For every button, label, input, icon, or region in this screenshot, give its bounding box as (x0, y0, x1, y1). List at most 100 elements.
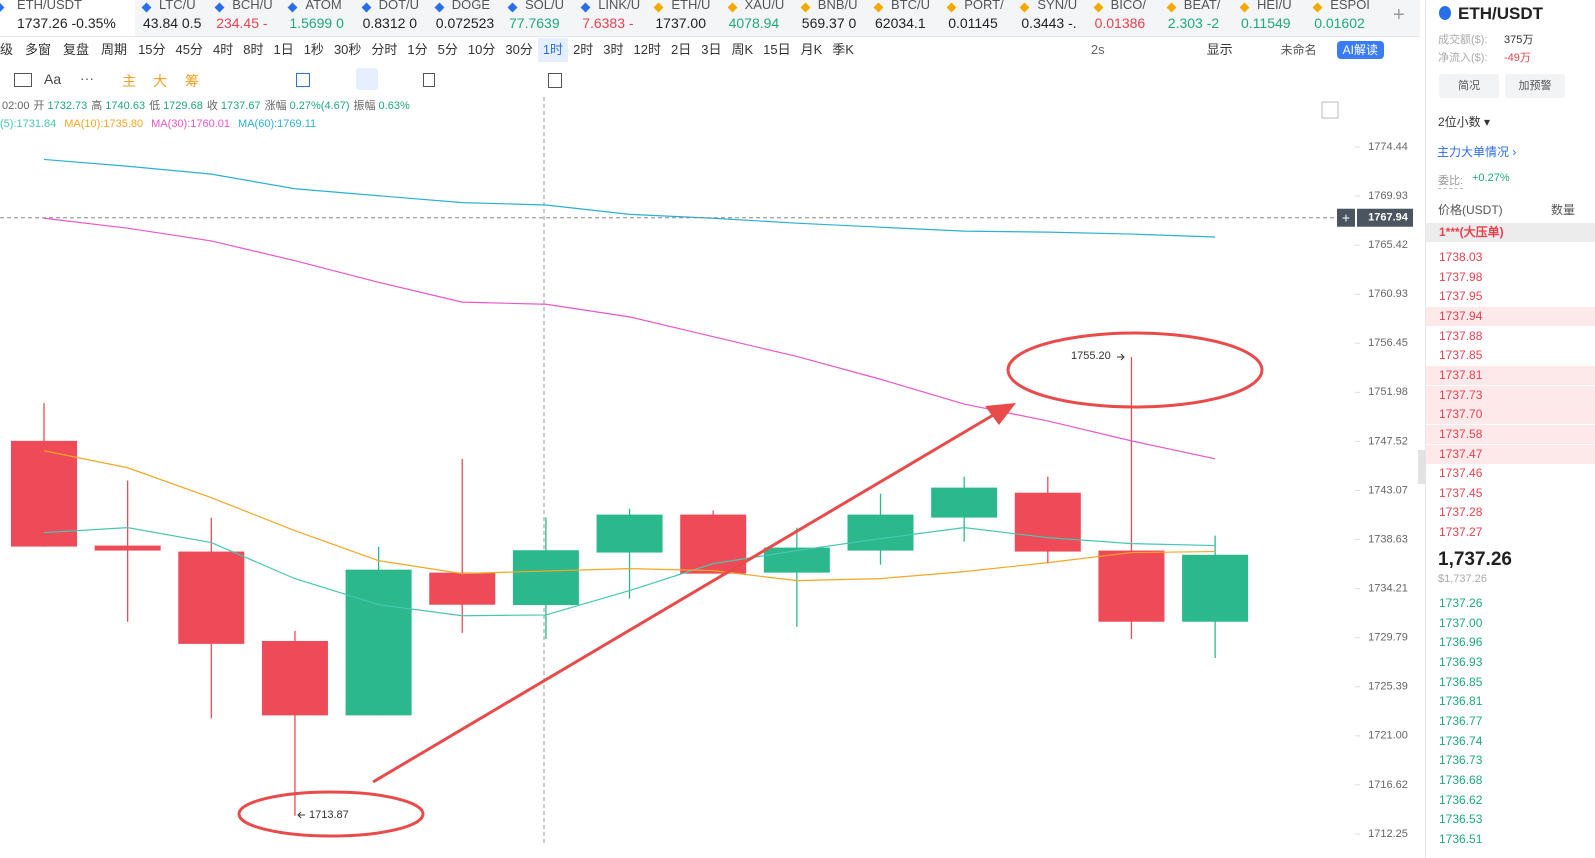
info-label: 收 (207, 98, 218, 112)
ai-button[interactable]: AI解读 (1336, 41, 1384, 59)
period-button[interactable]: 季K (832, 42, 854, 57)
ticker[interactable]: HEI/U 0.11549 (1235, 0, 1307, 36)
info-value: 1737.67 (221, 100, 261, 112)
ticker-name: HEI/U (1257, 0, 1292, 12)
y-tick-label: 1751.98 (1368, 386, 1408, 398)
period-button[interactable]: 1分 (407, 42, 428, 57)
draw-tool[interactable]: Aa (44, 71, 62, 87)
period-button[interactable]: 15分 (138, 42, 166, 57)
pen-tool[interactable] (356, 68, 378, 90)
period-button[interactable]: 1时 (537, 38, 569, 62)
info-value: 1729.68 (163, 100, 203, 112)
period-button[interactable]: 12时 (633, 42, 661, 57)
period-button[interactable]: 2日 (671, 42, 692, 57)
candle-body (680, 514, 747, 574)
period-button[interactable]: 10分 (467, 42, 496, 57)
decimals[interactable]: 2位小数 ▾ (1438, 115, 1491, 129)
ticker[interactable]: ESPOI 0.01602 (1308, 0, 1380, 36)
period-button[interactable]: 月K (800, 42, 823, 57)
crosshair-price: 1767.94 (1368, 212, 1409, 224)
ticker[interactable]: ATOM 1.5699 0 (283, 0, 355, 36)
ticker-icon (727, 2, 738, 13)
ticker-icon (141, 2, 152, 13)
corner-icon[interactable] (1321, 101, 1339, 119)
bid-price: 1736.68 (1439, 772, 1483, 787)
period-button[interactable]: 8时 (243, 42, 264, 57)
ticker-quote: 0.8312 0 (362, 15, 418, 31)
info-time: 02:00 (2, 100, 30, 112)
ticker-name: ATOM (305, 0, 342, 12)
draw-tool[interactable]: 筹 (185, 73, 199, 89)
y-tick-label: 1725.39 (1368, 681, 1408, 693)
ticker-quote: 62034.1 (875, 15, 926, 31)
y-tick-label: 1721.00 (1368, 730, 1408, 742)
copy-tool[interactable] (296, 73, 310, 87)
display[interactable]: 显示 (1206, 42, 1233, 57)
ticker[interactable]: BNB/U 569.37 0 (796, 0, 868, 36)
period-button[interactable]: 3日 (701, 42, 722, 57)
ticker-quote: 1.5699 0 (289, 15, 344, 31)
period-button[interactable]: 1秒 (303, 42, 324, 57)
ticker[interactable]: BICO/0.01386 (1089, 0, 1161, 36)
ticker[interactable]: PORT/0.01145 (942, 0, 1014, 36)
period-button[interactable]: 30秒 (333, 42, 362, 57)
ticker[interactable]: LTC/U 43.84 0.5 (137, 0, 209, 36)
rect-tool[interactable] (14, 73, 32, 87)
ticker-icon (361, 2, 372, 13)
ticker-quote: 0.072523 (435, 15, 495, 31)
period-button[interactable]: 15日 (763, 42, 791, 57)
bid-price: 1736.62 (1439, 792, 1483, 807)
ticker[interactable]: BTC/U 62034.1 (869, 0, 941, 36)
ticker[interactable]: LINK/U 7.6383 - (576, 0, 648, 36)
mode-button[interactable]: 复盘 (63, 42, 90, 57)
info-label: 涨幅 (265, 99, 287, 112)
ticker[interactable]: DOT/U 0.8312 0 (357, 0, 429, 36)
ticker[interactable]: XAU/U 4078.94 (723, 0, 795, 36)
ticker[interactable]: SYN/U 0.3443 -. (1015, 0, 1087, 36)
ticker[interactable]: DOGE 0.072523 (430, 0, 502, 36)
mode-button[interactable]: 多窗 (25, 42, 52, 57)
layout-name[interactable]: 未命名 (1280, 43, 1317, 57)
ask-price: 1737.85 (1439, 348, 1483, 363)
period-button[interactable]: 1日 (273, 42, 294, 57)
mode-button[interactable]: 周期 (101, 42, 128, 57)
column-header: 数量 (1551, 203, 1576, 217)
lock-tool[interactable] (423, 73, 435, 87)
crosshair-plus-box[interactable] (1337, 208, 1355, 227)
period-button[interactable]: 5分 (437, 42, 458, 57)
ticker[interactable]: ETH/USDT 1737.26 -0.35% (0, 0, 135, 36)
ticker[interactable]: SOL/U 77.7639 (503, 0, 575, 36)
side-button[interactable]: 简况 (1439, 74, 1499, 98)
y-tick-label: 1734.21 (1368, 583, 1408, 595)
panel-handle[interactable] (1418, 450, 1425, 484)
refresh[interactable]: 2s (1090, 42, 1105, 57)
ticker[interactable]: BCH/U 234.45 - (210, 0, 282, 36)
candle-body (512, 550, 579, 606)
main-orders[interactable]: 主力大单情况 › (1437, 145, 1517, 159)
period-button[interactable]: 45分 (175, 42, 203, 57)
annotation-ellipse (237, 790, 425, 838)
side-button[interactable]: 加预警 (1505, 74, 1565, 98)
big-order: 1***(大压单) (1426, 223, 1595, 242)
period-button[interactable]: 3时 (603, 42, 624, 57)
period-button[interactable]: 周K (731, 42, 754, 57)
min-label: 1713.87 (309, 809, 349, 821)
period-button[interactable]: 分时 (371, 42, 398, 57)
ma-legend-entry: MA(30):1760.01 (151, 118, 230, 130)
delete-tool[interactable] (548, 73, 562, 88)
more-tool[interactable]: ··· (80, 70, 94, 86)
period-button[interactable]: 30分 (505, 42, 533, 57)
draw-tool[interactable]: 主 (122, 73, 136, 89)
ticker-name: BTC/U (891, 0, 930, 12)
ticker-icon (1166, 2, 1177, 13)
stat-value: -49万 (1504, 52, 1531, 64)
ticker[interactable]: BEAT/2.303 -2 (1162, 0, 1234, 36)
last-price: 1,737.26 (1438, 549, 1512, 570)
period-button[interactable]: 2时 (573, 42, 594, 57)
ticker-icon (1093, 2, 1104, 13)
mode-button[interactable]: 级 (0, 42, 14, 57)
add-tab[interactable]: + (1393, 4, 1405, 26)
ticker[interactable]: ETH/U 1737.00 (649, 0, 721, 36)
draw-tool[interactable]: 大 (153, 73, 167, 89)
period-button[interactable]: 4时 (213, 42, 234, 57)
